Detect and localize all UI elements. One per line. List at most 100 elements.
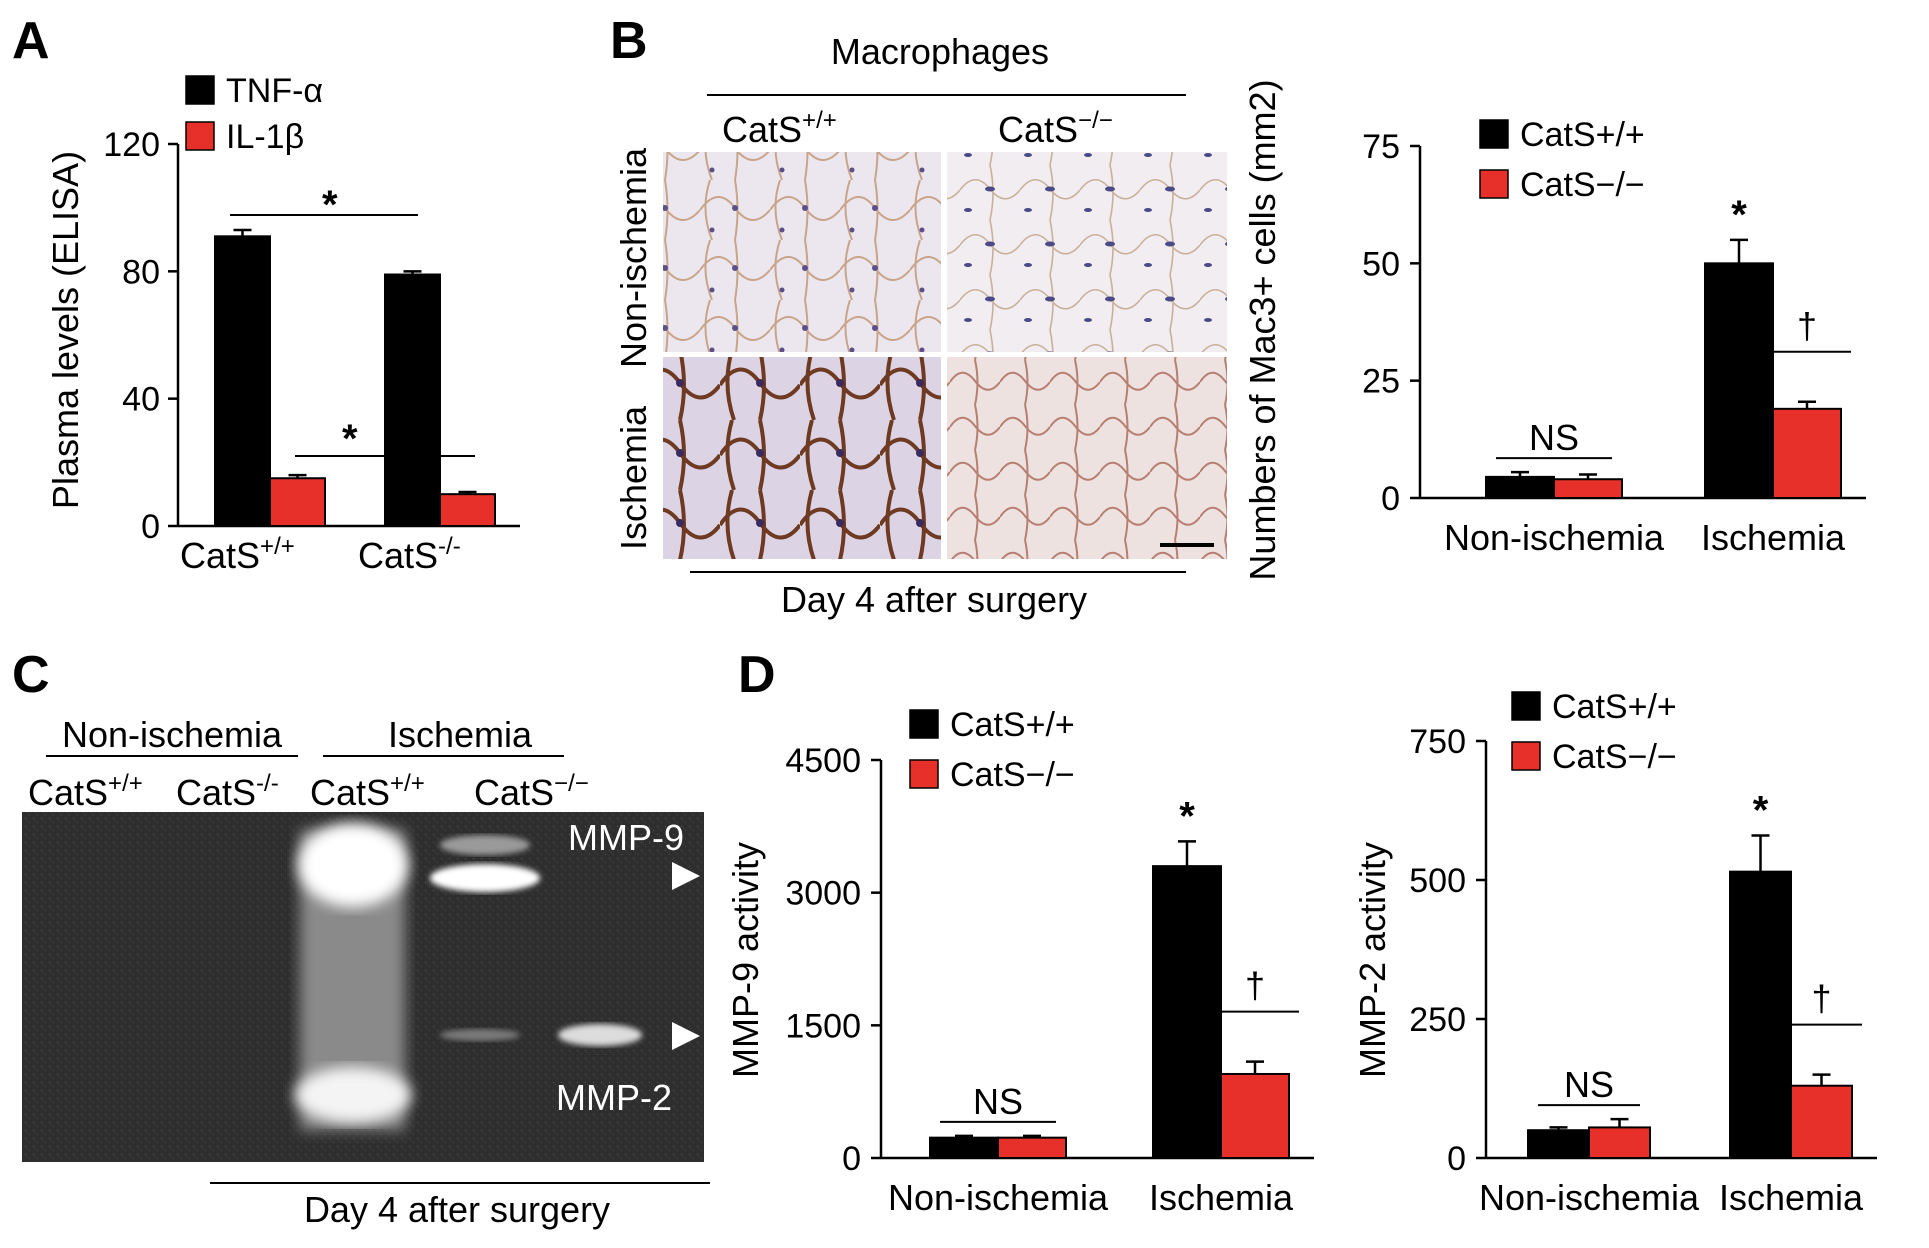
chart-a-xlabel-wt: CatS+/+ (180, 533, 295, 576)
chart-d1-ns-label: NS (973, 1081, 1023, 1122)
chart-b-bar-s0-c0 (1485, 475, 1555, 500)
chart-a-ylabel: Plasma levels (ELISA) (45, 151, 86, 509)
chart-a-ytick-label-2: 80 (122, 253, 160, 291)
micrograph-nonischemia-ko (947, 152, 1227, 352)
gel-label-mmp2: MMP-2 (556, 1077, 672, 1118)
chart-d2-bar-s0-c0 (1527, 1129, 1590, 1159)
micrograph-nonischemia-wt (663, 152, 941, 352)
chart-a-xlabel-ko: CatS-/- (358, 533, 461, 576)
chart-b-legend-swatch-1 (1479, 169, 1509, 199)
chart-d1-legend-label-0: CatS+/+ (950, 706, 1075, 744)
chart-d2-legend-swatch-0 (1511, 691, 1541, 721)
chart-b-ytick-label-2: 50 (1362, 245, 1400, 283)
chart-b-plot: 0 25 50 75 Numbers of Mac3+ cells (mm2) Non-i… (1242, 79, 1866, 581)
chart-d2-ytick-label-1: 250 (1409, 1001, 1466, 1039)
chart-b-legend-label-0: CatS+/+ (1520, 116, 1645, 154)
micrograph-footer: Day 4 after surgery (781, 579, 1087, 620)
chart-d1-legend-label-1: CatS−/− (950, 756, 1075, 794)
chart-d1-plot: 0 1500 3000 4500 MMP-9 activity Non-ischemia I… (725, 706, 1314, 1218)
gel-band-lane5-mmp2 (558, 1024, 642, 1046)
gel-lane-2: CatS-/- (176, 770, 279, 813)
chart-d1-bar-s0-c0 (929, 1136, 999, 1160)
chart-d1-legend-swatch-0 (909, 709, 939, 739)
chart-a-sig-star-2: * (342, 417, 358, 461)
chart-a-bar-s0-c1 (384, 273, 441, 527)
micrograph-ischemia-ko (947, 357, 1227, 559)
panel-c: C Non-ischemia Ischemia CatS+/+ CatS-/- … (12, 646, 710, 1230)
chart-b-bar-s1-c1 (1772, 407, 1842, 499)
chart-b-dagger: † (1797, 305, 1817, 346)
gel-group-nonischemia: Non-ischemia (62, 714, 283, 755)
gel-footer: Day 4 after surgery (304, 1189, 610, 1230)
chart-a-legend-label-1: IL-1β (226, 118, 304, 156)
chart-d1-star: * (1179, 794, 1195, 838)
chart-d2-plot: 0 250 500 750 MMP-2 activity Non-ischemia Isch… (1352, 688, 1877, 1218)
chart-b-star: * (1731, 193, 1747, 237)
chart-a-bar-s0-c0 (214, 235, 271, 527)
chart-d2-legend-swatch-1 (1511, 741, 1541, 771)
chart-b-legend-swatch-0 (1479, 119, 1509, 149)
chart-d2-category-1: Ischemia (1719, 1177, 1864, 1218)
chart-b-category-0: Non-ischemia (1444, 517, 1665, 558)
gel-arrow-mmp9 (672, 862, 700, 890)
chart-a-legend-swatch-0 (185, 75, 215, 105)
chart-a-legend-label-0: TNF-α (226, 72, 323, 110)
chart-d1-dagger: † (1245, 965, 1265, 1006)
chart-a-ytick-label-3: 120 (103, 126, 160, 164)
chart-d1-ylabel: MMP-9 activity (725, 842, 766, 1078)
chart-d2-bar-s1-c1 (1790, 1084, 1853, 1159)
gel-label-mmp9: MMP-9 (568, 817, 684, 858)
micrograph-row-nonischemia: Non-ischemia (613, 147, 654, 368)
gel-lane-4: CatS−/− (474, 770, 589, 813)
panel-b: B Macrophages CatS+/+ CatS−/− Non-ischem… (610, 12, 1866, 620)
chart-b-ytick-label-3: 75 (1362, 128, 1400, 166)
chart-d2-ytick-label-3: 750 (1409, 723, 1466, 761)
micrograph-header: Macrophages (831, 31, 1049, 72)
chart-a-legend-swatch-1 (185, 121, 215, 151)
gel-group-ischemia: Ischemia (388, 714, 533, 755)
chart-b-category-1: Ischemia (1701, 517, 1846, 558)
chart-b-ytick-label-0: 0 (1381, 480, 1400, 518)
chart-d2-bar-s1-c0 (1588, 1126, 1651, 1160)
chart-d2-legend-label-0: CatS+/+ (1552, 688, 1677, 726)
chart-d2-ytick-label-0: 0 (1447, 1140, 1466, 1178)
gel-band-lane4-mmp9 (430, 864, 540, 892)
chart-d1-ytick-label-3: 4500 (785, 742, 861, 780)
micrograph-col-ko: CatS−/− (998, 107, 1113, 150)
gel-bands (295, 823, 642, 1130)
chart-a-bar-s1-c1 (439, 493, 496, 527)
chart-b-bar-s1-c0 (1553, 478, 1623, 499)
chart-d1-ytick-label-0: 0 (842, 1140, 861, 1178)
chart-d1-legend-swatch-1 (909, 759, 939, 789)
chart-d1-ytick-label-2: 3000 (785, 875, 861, 913)
gel-band-lane4-upper (440, 835, 530, 855)
chart-d2-dagger: † (1811, 978, 1831, 1019)
chart-d1-category-1: Ischemia (1149, 1177, 1294, 1218)
chart-a-plot: 0 40 80 120 Plasma levels (ELISA) TNF-α IL-1β (45, 72, 520, 546)
chart-d2-ytick-label-2: 500 (1409, 862, 1466, 900)
gel-band-lane3-mmp9 (298, 823, 408, 907)
panel-letter-a: A (12, 12, 50, 70)
chart-d1-ytick-label-1: 1500 (785, 1007, 861, 1045)
micrograph-col-wt: CatS+/+ (722, 107, 837, 150)
chart-d1-bar-s0-c1 (1152, 865, 1222, 1160)
chart-d2-legend-label-1: CatS−/− (1552, 738, 1677, 776)
chart-a-ytick-label-0: 0 (141, 508, 160, 546)
chart-b-ns-label: NS (1529, 417, 1579, 458)
panel-letter-b: B (610, 12, 648, 70)
panel-d: D 0 1500 3000 4500 MMP-9 activity Non-ischemi… (725, 646, 1877, 1218)
panel-letter-d: D (738, 646, 776, 704)
chart-a-sig-star-1: * (322, 183, 338, 227)
gel-band-lane3-mmp2 (295, 1067, 411, 1123)
gel-lane-1: CatS+/+ (28, 770, 143, 813)
micrograph-row-ischemia: Ischemia (613, 405, 654, 550)
panel-a: A 0 40 80 120 Plasma levels (ELISA) TNF-α IL-1… (12, 12, 520, 576)
chart-d1-bar-s1-c1 (1220, 1072, 1290, 1160)
micrograph-ischemia-wt (663, 357, 941, 559)
chart-a-bar-s1-c0 (269, 477, 326, 527)
chart-d1-category-0: Non-ischemia (888, 1177, 1109, 1218)
chart-b-bar-s0-c1 (1704, 262, 1774, 500)
chart-d2-category-0: Non-ischemia (1479, 1177, 1700, 1218)
gel-lane-3: CatS+/+ (310, 770, 425, 813)
